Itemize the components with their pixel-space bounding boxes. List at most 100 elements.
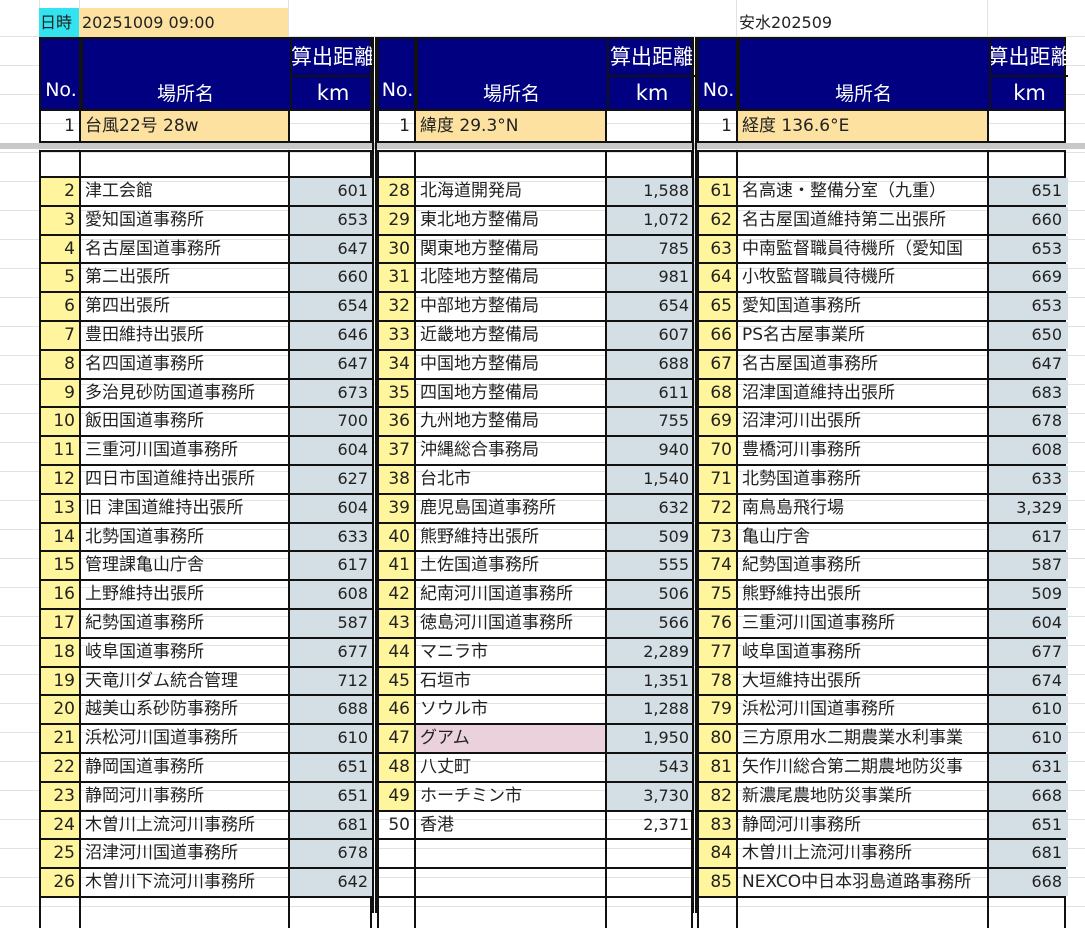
location-name[interactable]: 沼津国道維持出張所	[738, 379, 989, 407]
table-row[interactable]: 26 木曽川下流河川事務所 642	[39, 869, 374, 898]
empty-cell[interactable]	[290, 152, 374, 176]
distance-km[interactable]: 633	[989, 466, 1068, 493]
distance-km[interactable]: 677	[989, 638, 1068, 666]
empty-cell[interactable]	[699, 898, 738, 928]
location-name[interactable]: 九州地方整備局	[416, 408, 607, 436]
table-row[interactable]	[377, 840, 693, 870]
table-row[interactable]: 23 静岡河川事務所 651	[39, 782, 374, 812]
table-row[interactable]: 75 熊野維持出張所 509	[697, 581, 1068, 610]
distance-km[interactable]: 587	[290, 610, 374, 637]
table-row[interactable]: 82 新濃尾農地防災事業所 668	[697, 782, 1068, 812]
location-name[interactable]: NEXCO中日本羽島道路事務所	[738, 869, 989, 896]
location-name[interactable]: 沼津河川国道事務所	[81, 840, 290, 868]
location-name[interactable]: 中部地方整備局	[416, 293, 607, 320]
table-row[interactable]: 44 マニラ市 2,289	[377, 638, 695, 668]
location-name[interactable]: 豊橋河川事務所	[738, 437, 989, 464]
distance-km[interactable]: 700	[290, 408, 374, 436]
location-name[interactable]: 第二出張所	[81, 264, 290, 292]
distance-km[interactable]: 627	[290, 466, 374, 493]
distance-km[interactable]: 601	[290, 178, 374, 205]
distance-km[interactable]: 566	[607, 610, 695, 637]
empty-cell[interactable]	[989, 152, 1068, 176]
distance-km[interactable]: 650	[989, 322, 1068, 349]
distance-km[interactable]: 3,730	[607, 782, 695, 810]
distance-km[interactable]: 632	[607, 494, 695, 522]
table-row[interactable]: 73 亀山庁舎 617	[697, 523, 1068, 553]
table-row[interactable]: 72 南鳥島飛行場 3,329	[697, 494, 1068, 524]
datetime-label[interactable]: 日時	[39, 8, 79, 37]
location-name[interactable]: 北勢国道事務所	[738, 466, 989, 493]
location-name[interactable]: 名古屋国道維持第二出張所	[738, 206, 989, 234]
header-name[interactable]: 場所名	[156, 83, 214, 105]
distance-km[interactable]: 1,950	[607, 725, 695, 752]
table-row[interactable]: 37 沖縄総合事務局 940	[377, 437, 695, 466]
distance-km[interactable]: 647	[290, 350, 374, 378]
table-row[interactable]: 19 天竜川ダム統合管理 712	[39, 667, 374, 697]
empty-cell[interactable]	[81, 152, 290, 176]
table-row[interactable]: 7 豊田維持出張所 646	[39, 322, 374, 351]
distance-km[interactable]: 1,351	[607, 667, 695, 695]
table-row[interactable]: 6 第四出張所 654	[39, 293, 374, 322]
table-row[interactable]: 76 三重河川国道事務所 604	[697, 610, 1068, 639]
location-name[interactable]: 第四出張所	[81, 293, 290, 320]
table-row[interactable]: 13 旧 津国道維持出張所 604	[39, 494, 374, 524]
distance-km[interactable]: 617	[290, 552, 374, 580]
distance-km[interactable]: 610	[989, 696, 1068, 724]
table-row[interactable]: 22 静岡国道事務所 651	[39, 754, 374, 783]
location-name[interactable]: 緯度 29.3°N	[416, 111, 607, 141]
location-name[interactable]: 香港	[416, 811, 607, 839]
empty-cell[interactable]	[81, 898, 290, 928]
table-row[interactable]: 35 四国地方整備局 611	[377, 379, 695, 409]
table-row[interactable]: 11 三重河川国道事務所 604	[39, 437, 374, 466]
distance-km[interactable]: 651	[989, 811, 1068, 839]
header-unit[interactable]: km	[989, 77, 1068, 111]
location-name[interactable]: 名古屋国道事務所	[738, 350, 989, 378]
distance-km[interactable]	[290, 111, 374, 141]
location-name[interactable]: 北海道開発局	[416, 178, 607, 205]
empty-cell[interactable]	[290, 898, 374, 928]
distance-km[interactable]: 681	[290, 811, 374, 839]
location-name[interactable]: 中南監督職員待機所（愛知国	[738, 235, 989, 263]
location-name[interactable]: グアム	[416, 725, 607, 752]
location-name[interactable]: 東北地方整備局	[416, 206, 607, 234]
empty-row[interactable]	[697, 898, 1066, 928]
table-row[interactable]: 31 北陸地方整備局 981	[377, 264, 695, 294]
location-name[interactable]: 近畿地方整備局	[416, 322, 607, 349]
location-name[interactable]: 天竜川ダム統合管理	[81, 667, 290, 695]
distance-km[interactable]: 1,072	[607, 206, 695, 234]
location-name[interactable]: 紀南河川国道事務所	[416, 581, 607, 608]
location-name[interactable]: 熊野維持出張所	[416, 523, 607, 551]
distance-km[interactable]: 668	[989, 782, 1068, 810]
distance-km[interactable]: 2,289	[607, 638, 695, 666]
distance-km[interactable]: 647	[989, 350, 1068, 378]
location-name[interactable]: ホーチミン市	[416, 782, 607, 810]
distance-km[interactable]: 668	[989, 869, 1068, 896]
location-name[interactable]: 亀山庁舎	[738, 523, 989, 551]
location-name[interactable]: 経度 136.6°E	[738, 111, 989, 141]
table-row[interactable]: 46 ソウル市 1,288	[377, 696, 695, 726]
distance-km[interactable]	[607, 111, 695, 141]
table-row[interactable]: 14 北勢国道事務所 633	[39, 523, 374, 553]
distance-km[interactable]: 654	[290, 293, 374, 320]
empty-cell[interactable]	[989, 898, 1068, 928]
header-distance[interactable]: 算出距離	[607, 39, 695, 77]
table-row[interactable]: 39 鹿児島国道事務所 632	[377, 494, 695, 524]
distance-km[interactable]: 607	[607, 322, 695, 349]
location-name[interactable]: 静岡河川事務所	[738, 811, 989, 839]
table-row[interactable]: 62 名古屋国道維持第二出張所 660	[697, 206, 1068, 236]
table-row[interactable]: 48 八丈町 543	[377, 754, 695, 783]
distance-km[interactable]: 677	[290, 638, 374, 666]
table-row[interactable]: 24 木曽川上流河川事務所 681	[39, 811, 374, 841]
table-row[interactable]: 80 三方原用水二期農業水利事業 610	[697, 725, 1068, 754]
distance-km[interactable]: 1,288	[607, 696, 695, 724]
location-name[interactable]: 越美山系砂防事務所	[81, 696, 290, 724]
empty-cell[interactable]	[41, 152, 81, 176]
distance-km[interactable]: 509	[989, 581, 1068, 608]
table-row[interactable]: 38 台北市 1,540	[377, 466, 695, 495]
distance-km[interactable]: 660	[290, 264, 374, 292]
table-row[interactable]: 40 熊野維持出張所 509	[377, 523, 695, 553]
location-name[interactable]: 浜松河川国道事務所	[81, 725, 290, 752]
location-name[interactable]: 多治見砂防国道事務所	[81, 379, 290, 407]
distance-km[interactable]: 506	[607, 581, 695, 608]
table-row[interactable]: 3 愛知国道事務所 653	[39, 206, 374, 236]
